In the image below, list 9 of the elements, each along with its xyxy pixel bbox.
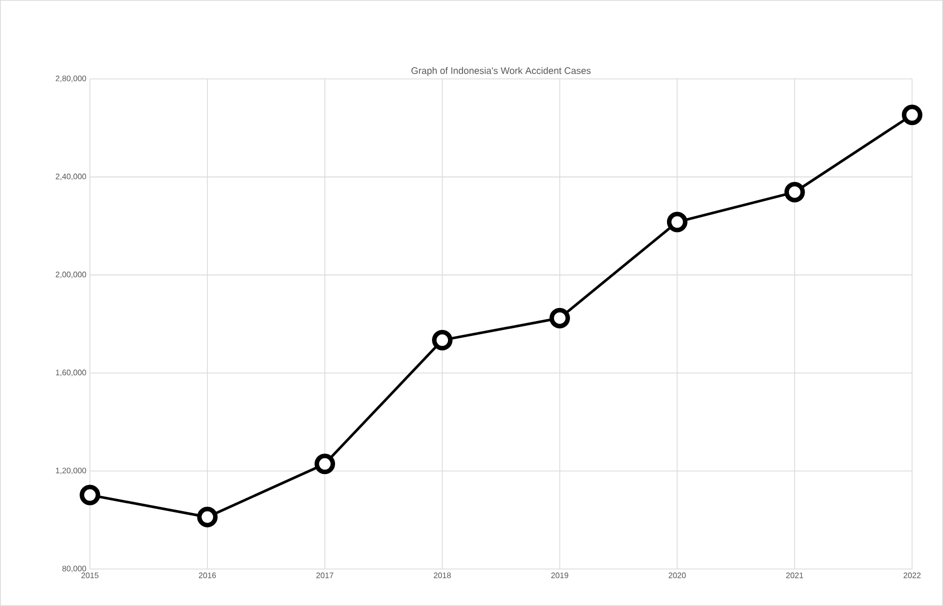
- point: [314, 454, 336, 474]
- point: [549, 308, 570, 328]
- point: [784, 182, 805, 202]
- point: [432, 330, 453, 350]
- point: [666, 212, 688, 232]
- chart-title: Graph of Indonesia's Work Accident Cases: [411, 67, 591, 76]
- point: [80, 484, 100, 506]
- point: [197, 506, 218, 528]
- point: [902, 104, 922, 126]
